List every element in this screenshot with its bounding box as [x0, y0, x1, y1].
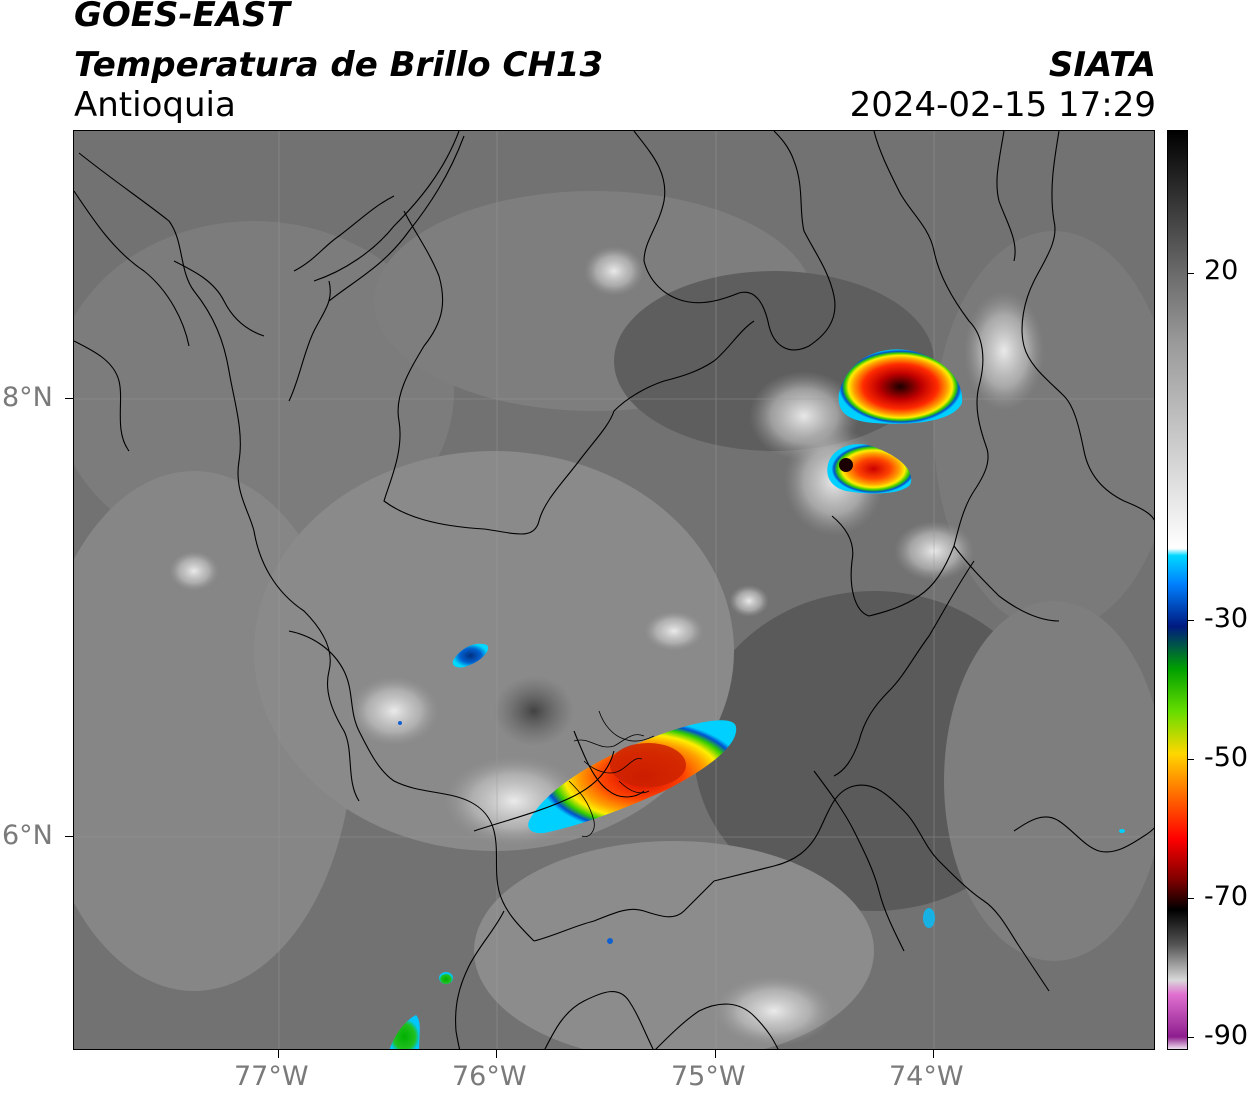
cbar-tick-m70 — [1188, 898, 1194, 899]
tick-77w — [278, 1050, 279, 1058]
colorbar-label-m90: -90 — [1204, 1020, 1249, 1051]
colorbar-label-20: 20 — [1204, 255, 1239, 286]
borders — [74, 131, 1154, 1049]
convective-cells — [389, 349, 1125, 1049]
satellite-title: GOES-EAST — [74, 0, 290, 35]
tick-75w — [715, 1050, 716, 1058]
map-canvas — [74, 131, 1154, 1049]
colorbar-fill — [1168, 131, 1187, 1049]
product-title: Temperatura de Brillo CH13 — [74, 45, 604, 85]
tick-8n — [65, 398, 73, 399]
satellite-map[interactable] — [73, 130, 1155, 1050]
cbar-tick-m50 — [1188, 759, 1194, 760]
tick-6n — [65, 836, 73, 837]
colorbar — [1167, 130, 1188, 1050]
colorbar-label-m30: -30 — [1204, 603, 1249, 634]
lat-label-6n: 6°N — [2, 820, 53, 851]
cbar-tick-20 — [1188, 273, 1194, 274]
colorbar-label-m50: -50 — [1204, 742, 1249, 773]
region-title: Antioquia — [74, 85, 236, 125]
lon-label-74w: 74°W — [889, 1061, 964, 1092]
cbar-tick-m30 — [1188, 620, 1194, 621]
lon-label-75w: 75°W — [671, 1061, 746, 1092]
datetime-title: 2024-02-15 17:29 — [849, 85, 1156, 125]
lat-label-8n: 8°N — [2, 382, 53, 413]
lon-label-77w: 77°W — [234, 1061, 309, 1092]
tick-74w — [933, 1050, 934, 1058]
colorbar-label-m70: -70 — [1204, 881, 1249, 912]
lon-label-76w: 76°W — [452, 1061, 527, 1092]
cbar-tick-m90 — [1188, 1037, 1194, 1038]
gridlines — [74, 131, 1154, 1049]
municipal-borders — [568, 710, 655, 838]
tick-76w — [496, 1050, 497, 1058]
colorbar-gradient — [1168, 131, 1187, 1049]
org-title: SIATA — [1048, 45, 1156, 85]
